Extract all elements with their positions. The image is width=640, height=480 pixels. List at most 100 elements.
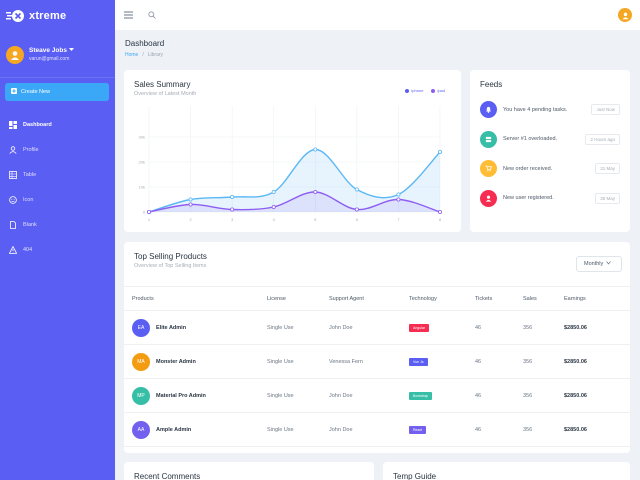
series-area-iphone [149,149,440,212]
data-point-iphone [188,197,193,202]
earnings-cell: $2850.06 [564,412,630,447]
profile-email: varun@gmail.com [29,56,70,62]
temp-guide-title: Temp Guide [393,472,437,480]
breadcrumb-current: Library [147,52,164,58]
breadcrumb-separator: / [142,52,144,58]
create-new-label: Create New [21,89,51,95]
sales-chart: 0 10k 20k 30k 1 2 3 4 5 6 7 8 [139,106,442,222]
data-point-ipad [313,190,318,195]
profile-name: Steave Jobs [29,47,67,54]
topbar [115,0,640,30]
agent-cell: John Doe [329,378,409,413]
feed-item[interactable]: New order received. 31 May [480,154,620,184]
search-icon[interactable] [147,10,157,20]
data-point-iphone [271,190,276,195]
table-row[interactable]: AA Ample Admin Single Use John Doe React … [124,412,630,447]
table-row[interactable]: MP Material Pro Admin Single Use John Doe… [124,378,630,413]
sidebar-item-404[interactable]: 404 [0,237,115,262]
agent-cell: Venessa Fern [329,344,409,379]
column-header: Sales [523,286,564,311]
sidebar-item-icon[interactable]: Icon [0,187,115,212]
series-line-ipad [148,191,441,213]
sales-cell: 356 [523,378,564,413]
data-point-ipad [437,209,442,214]
tickets-cell: 46 [475,310,523,345]
data-point-ipad [188,202,193,207]
agent-cell: John Doe [329,310,409,345]
column-header: Technology [409,286,475,311]
brand[interactable]: xtreme [0,0,115,32]
legend-dot [431,88,436,93]
sidebar-item-profile[interactable]: Profile [0,137,115,162]
tickets-cell: 46 [475,344,523,379]
technology-badge: Bootstrap [409,391,432,400]
feed-text: Server #1 overloaded. [503,136,558,143]
table-icon [8,170,17,179]
user-avatar [6,45,24,64]
legend-iphone: iphone [405,88,423,93]
x-tick-label: 5 [314,217,317,222]
license-cell: Single Use [267,310,329,345]
top-user-avatar[interactable] [618,8,632,22]
product-name: Ample Admin [156,426,192,433]
feed-text: You have 4 pending tasks. [503,106,568,113]
column-header: License [267,286,329,311]
y-tick-label: 30k [139,135,145,140]
create-new-button[interactable]: Create New [5,83,109,101]
period-select-value: Monthly [584,261,604,267]
column-header: Earnings [564,286,630,311]
feed-item[interactable]: Server #1 overloaded. 2 Hours ago [480,125,620,155]
chevron-down-icon[interactable] [68,47,74,54]
legend-label: iphone [411,88,424,93]
data-point-iphone [437,150,442,155]
feed-text: New order received. [503,165,553,172]
products-header: Top Selling Products Overview of Top Sel… [124,252,630,272]
sidebar-item-label: 404 [23,246,33,253]
earnings-cell: $2850.06 [564,344,630,379]
profile-icon [8,145,17,154]
period-select[interactable]: Monthly [576,256,622,272]
table-row[interactable]: MA Monster Admin Single Use Venessa Fern … [124,344,630,379]
breadcrumb-home[interactable]: Home [125,52,139,58]
feeds-title: Feeds [480,80,503,89]
table-row[interactable]: EA Elite Admin Single Use John Doe Angula… [124,310,630,345]
legend-dot [405,88,410,93]
tickets-cell: 46 [475,378,523,413]
menu-icon[interactable] [123,10,133,20]
feed-list: You have 4 pending tasks. Just Now Serve… [480,95,620,213]
x-tick-label: 6 [356,217,359,222]
brand-logo-icon [6,8,24,24]
license-cell: Single Use [267,344,329,379]
feed-time: 31 May [595,163,620,175]
sidebar-item-dashboard[interactable]: Dashboard [0,112,115,137]
product-avatar: AA [132,420,150,439]
bell-icon [480,101,497,119]
license-cell: Single Use [267,412,329,447]
earnings-cell: $2850.06 [564,310,630,345]
temp-guide-card: Temp Guide [383,462,630,480]
product-avatar: MP [132,386,150,405]
column-header: Support Agent [329,286,409,311]
sidebar-item-blank[interactable]: Blank [0,212,115,237]
series-area-ipad [149,191,440,212]
sidebar-item-table[interactable]: Table [0,162,115,187]
recent-comments-card: Recent Comments [124,462,374,480]
x-tick-label: 2 [189,217,192,222]
y-tick-label: 0 [143,210,146,215]
sidebar-item-label: Profile [23,146,39,153]
plus-icon [11,88,17,96]
breadcrumb: Home / Library [125,52,163,58]
data-point-ipad [146,209,151,214]
sidebar-item-label: Dashboard [23,121,52,128]
user-profile[interactable]: Steave Jobs varun@gmail.com [0,32,115,78]
feed-item[interactable]: New user registered. 30 May [480,184,620,214]
feed-item[interactable]: You have 4 pending tasks. Just Now [480,95,620,125]
face-icon [8,195,17,204]
sidebar: xtreme Steave Jobs varun@gmail.com Creat… [0,0,115,480]
feed-time: 2 Hours ago [585,133,620,145]
data-point-ipad [271,204,276,209]
table-header-row: Products License Support Agent Technolog… [124,286,630,311]
technology-badge: Angular [409,323,430,332]
technology-badge: Vue Js [409,357,428,366]
blank-page-icon [8,220,17,229]
